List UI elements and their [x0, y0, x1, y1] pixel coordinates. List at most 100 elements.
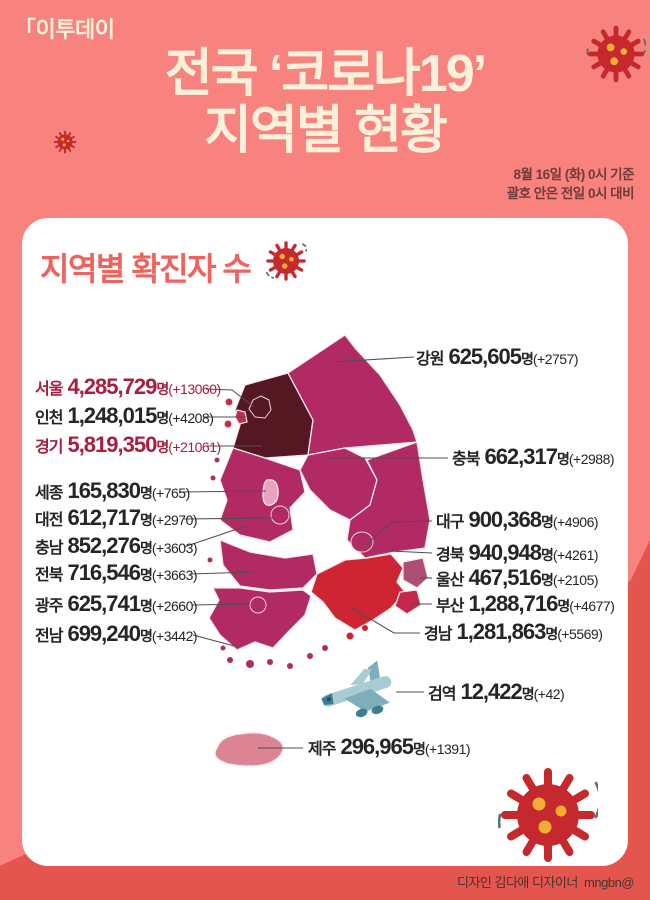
region-label-gangwon: 강원 625,605 명 (+2757)	[416, 344, 579, 370]
region-label-daejeon: 대전 612,717 명 (+2970)	[35, 505, 198, 531]
map-card	[22, 218, 628, 866]
region-label-seoul: 서울 4,285,729 명 (+13060)	[35, 374, 221, 400]
region-value: 852,276	[67, 533, 141, 558]
region-name: 경기	[35, 439, 63, 456]
region-name: 울산	[436, 572, 464, 589]
region-unit: 명	[156, 439, 169, 455]
designer-credit: 디자인 김다애 디자이너 mngbn@	[457, 875, 635, 890]
region-value: 1,288,716	[468, 591, 558, 616]
region-delta: (+21061)	[168, 439, 221, 455]
region-delta: (+2757)	[532, 351, 579, 367]
region-label-jeonbuk: 전북 716,546 명 (+3663)	[35, 560, 198, 586]
region-label-chungnam: 충남 852,276 명 (+3603)	[35, 533, 198, 559]
region-label-incheon: 인천 1,248,015 명 (+4208)	[35, 403, 214, 429]
region-delta: (+5569)	[557, 626, 603, 642]
region-unit: 명	[520, 351, 534, 367]
region-delta: (+4208)	[168, 410, 214, 426]
region-name: 제주	[308, 741, 336, 758]
region-delta: (+4261)	[552, 547, 599, 563]
region-value: 5,819,350	[67, 432, 157, 457]
region-label-sejong: 세종 165,830 명 (+765)	[35, 478, 190, 504]
region-label-jeju: 제주 296,965 명 (+1391)	[308, 734, 471, 760]
region-unit: 명	[557, 598, 570, 614]
region-name: 세종	[35, 485, 63, 502]
region-name: 대전	[35, 512, 63, 529]
region-value: 662,317	[484, 444, 558, 469]
region-delta: (+42)	[533, 686, 565, 702]
region-label-quarantine: 검역 12,422 명 (+42)	[428, 679, 565, 705]
region-value: 625,605	[448, 344, 522, 369]
region-unit: 명	[139, 598, 153, 614]
date-note-line2: 괄호 안은 전일 0시 대비	[506, 185, 635, 201]
region-value: 12,422	[460, 679, 522, 704]
region-delta: (+4677)	[569, 598, 615, 614]
region-unit: 명	[139, 485, 153, 501]
region-unit: 명	[412, 741, 426, 757]
region-name: 부산	[436, 598, 464, 615]
region-unit: 명	[540, 547, 554, 563]
region-label-busan: 부산 1,288,716 명 (+4677)	[436, 591, 615, 617]
region-unit: 명	[556, 451, 570, 467]
page-title-line2: 지역별 현황	[204, 102, 448, 161]
region-unit: 명	[156, 381, 169, 397]
region-value: 699,240	[67, 621, 141, 646]
region-unit: 명	[139, 512, 153, 528]
region-value: 296,965	[340, 734, 414, 759]
region-value: 4,285,729	[67, 374, 157, 399]
region-name: 충북	[452, 451, 480, 468]
region-delta: (+2105)	[552, 572, 599, 588]
region-value: 940,948	[468, 540, 542, 565]
region-label-chungbuk: 충북 662,317 명 (+2988)	[452, 444, 615, 470]
region-delta: (+2660)	[151, 598, 198, 614]
region-unit: 명	[156, 410, 169, 426]
region-delta: (+13060)	[168, 381, 221, 397]
region-unit: 명	[139, 628, 153, 644]
region-value: 467,516	[468, 565, 542, 590]
region-name: 인천	[35, 410, 63, 427]
region-value: 165,830	[67, 478, 141, 503]
region-value: 716,546	[67, 560, 141, 585]
region-name: 대구	[436, 514, 464, 531]
region-name: 전남	[35, 628, 63, 645]
region-name: 서울	[35, 381, 63, 398]
region-delta: (+3663)	[151, 567, 198, 583]
page-title-line1: 전국 ‘코로나19’	[164, 45, 487, 103]
region-name: 충남	[35, 540, 63, 557]
date-note: 8월 16일 (화) 0시 기준 괄호 안은 전일 0시 대비	[506, 166, 635, 204]
region-name: 경북	[436, 547, 464, 564]
region-delta: (+1391)	[424, 741, 471, 757]
region-label-gyeongnam: 경남 1,281,863 명 (+5569)	[424, 619, 603, 645]
region-name: 광주	[35, 598, 63, 615]
region-delta: (+2970)	[151, 512, 198, 528]
region-delta: (+2988)	[568, 451, 615, 467]
region-unit: 명	[521, 686, 535, 702]
region-unit: 명	[540, 514, 554, 530]
region-delta: (+765)	[151, 485, 190, 501]
region-delta: (+3603)	[151, 540, 198, 556]
region-value: 625,741	[67, 591, 141, 616]
region-value: 1,248,015	[67, 403, 157, 428]
region-label-gwangju: 광주 625,741 명 (+2660)	[35, 591, 198, 617]
region-value: 1,281,863	[456, 619, 546, 644]
region-name: 경남	[424, 626, 452, 643]
region-value: 612,717	[67, 505, 141, 530]
region-unit: 명	[540, 572, 554, 588]
brand-logo: 「이투데이	[14, 17, 115, 42]
region-unit: 명	[545, 626, 558, 642]
region-delta: (+4906)	[552, 514, 599, 530]
page-title: 전국 ‘코로나19’ 지역별 현황	[0, 45, 650, 161]
region-label-gyeongbuk: 경북 940,948 명 (+4261)	[436, 540, 599, 566]
region-delta: (+3442)	[151, 628, 198, 644]
region-label-gyeonggi: 경기 5,819,350 명 (+21061)	[35, 432, 221, 458]
region-unit: 명	[139, 567, 153, 583]
region-name: 검역	[428, 686, 456, 703]
region-label-daegu: 대구 900,368 명 (+4906)	[436, 507, 599, 533]
date-note-line1: 8월 16일 (화) 0시 기준	[513, 167, 634, 182]
region-unit: 명	[139, 540, 153, 556]
region-label-jeonnam: 전남 699,240 명 (+3442)	[35, 621, 198, 647]
region-name: 전북	[35, 567, 63, 584]
section-title: 지역별 확진자 수	[40, 251, 252, 287]
region-value: 900,368	[468, 507, 542, 532]
region-label-ulsan: 울산 467,516 명 (+2105)	[436, 565, 599, 591]
